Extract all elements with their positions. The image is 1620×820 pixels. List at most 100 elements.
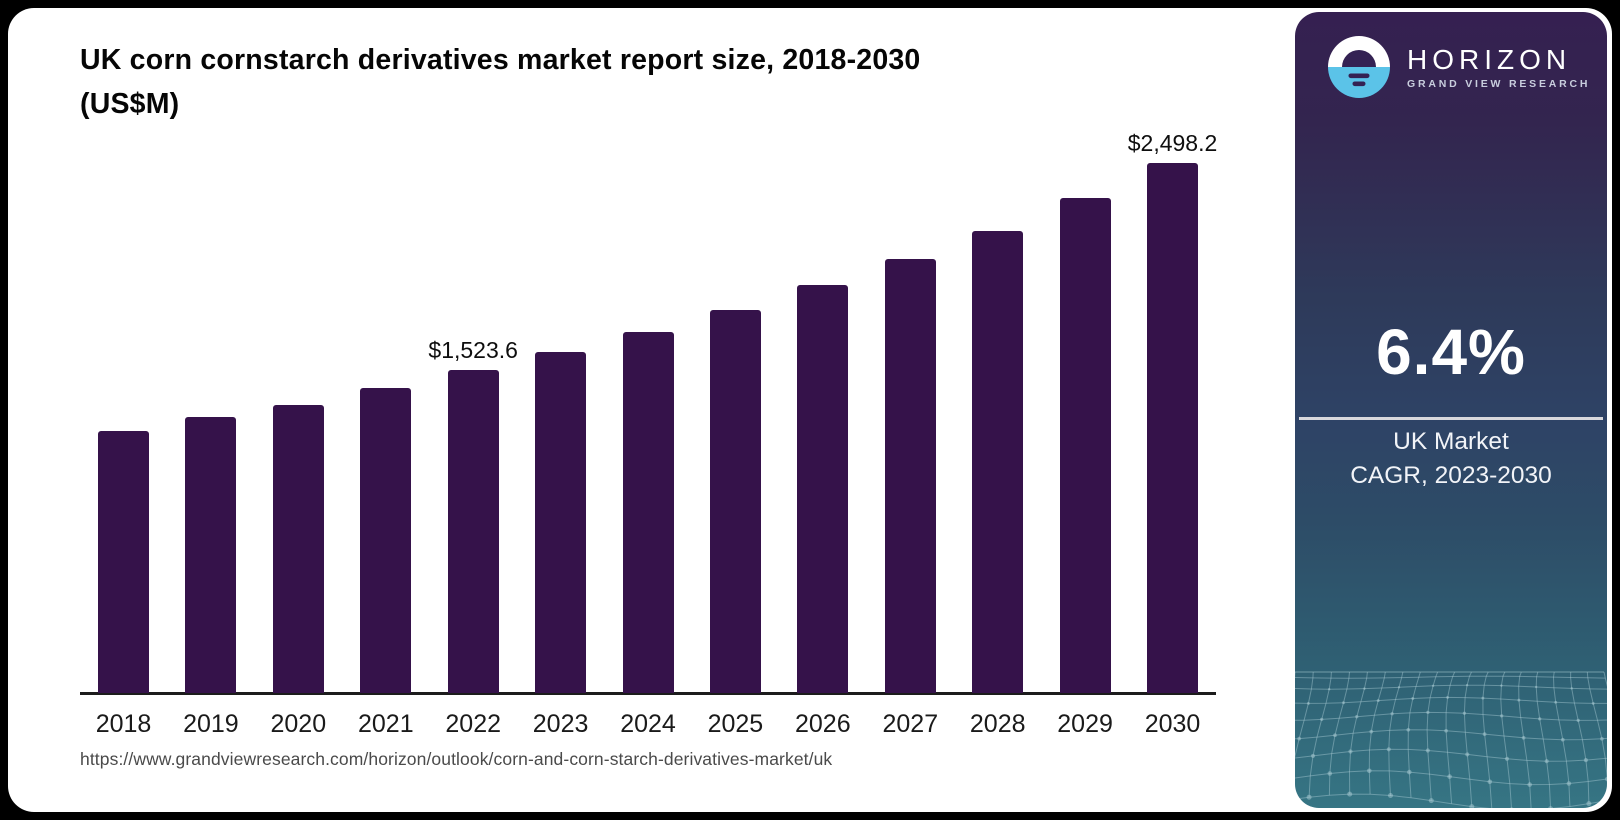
mesh-dot (1517, 698, 1521, 702)
mesh-dot (1591, 701, 1595, 705)
x-axis-line (80, 692, 1216, 695)
mesh-dot (1425, 748, 1430, 753)
cagr-label-line2: CAGR, 2023-2030 (1350, 462, 1552, 489)
bar-2023 (535, 351, 587, 693)
mesh-dot (1583, 758, 1588, 763)
x-tick-label-2029: 2029 (1057, 710, 1113, 738)
mesh-line (1368, 671, 1386, 795)
mesh-dot (1521, 735, 1526, 740)
mesh-dot (1554, 700, 1558, 704)
chart-card: UK corn cornstarch derivatives market re… (8, 8, 1612, 812)
mesh-dot (1576, 718, 1580, 723)
x-tick-label-2026: 2026 (794, 710, 851, 738)
x-tick-label-2022: 2022 (445, 710, 502, 738)
bar-2022 (447, 369, 499, 693)
mesh-dot (1355, 715, 1359, 719)
mesh-line (1603, 671, 1607, 687)
mesh-dot (1310, 753, 1316, 758)
mesh-dot (1386, 747, 1391, 752)
mesh-dot (1487, 779, 1493, 785)
mesh-dot (1444, 728, 1448, 733)
x-tick-label-2030: 2030 (1144, 710, 1201, 738)
mesh-dot (1570, 687, 1573, 690)
chart-title-line2: (US$M) (80, 88, 180, 120)
mesh-dot (1428, 798, 1434, 804)
mesh-dot (1406, 727, 1411, 732)
mesh-dot (1465, 752, 1470, 757)
mesh-line (1552, 671, 1571, 807)
x-tick-label-2021: 2021 (357, 710, 414, 738)
mesh-dot (1342, 701, 1345, 705)
x-tick-label-2025: 2025 (707, 710, 764, 738)
x-tick-label-2020: 2020 (270, 710, 327, 738)
mesh-dot (1509, 807, 1514, 808)
mesh-line (1426, 671, 1439, 801)
mesh-dot (1566, 781, 1572, 786)
wireframe-mesh-decoration (1295, 671, 1607, 808)
mesh-line (1535, 671, 1552, 808)
mesh-line (1295, 748, 1607, 762)
mesh-dot (1586, 801, 1592, 807)
mesh-line (1388, 671, 1404, 796)
mesh-dot (1481, 696, 1485, 700)
mesh-dot (1376, 699, 1380, 703)
mesh-dot (1431, 684, 1435, 688)
mesh-dot (1462, 711, 1467, 715)
bar-2028 (972, 230, 1024, 693)
mesh-dot (1426, 710, 1430, 715)
mesh-dot (1327, 687, 1331, 691)
mesh-dot (1306, 701, 1310, 705)
mesh-line (1295, 684, 1607, 690)
mesh-dot (1544, 759, 1549, 764)
mesh-dot (1297, 736, 1302, 741)
mesh-line (1295, 671, 1314, 759)
mesh-dot (1397, 686, 1401, 689)
data-label-2030: $2,498.2 (1127, 130, 1218, 156)
cagr-label: UK Market CAGR, 2023-2030 (1295, 425, 1607, 493)
cagr-label-line1: UK Market (1393, 428, 1509, 455)
mesh-dot (1605, 776, 1607, 782)
mesh-dot (1500, 684, 1503, 687)
mesh-dot (1500, 714, 1504, 718)
mesh-dot (1363, 687, 1366, 690)
bar-2030 (1147, 163, 1198, 693)
bar-2029 (1059, 197, 1111, 693)
mesh-line (1407, 671, 1421, 798)
mesh-dot (1560, 737, 1565, 742)
mesh-line (1463, 671, 1473, 807)
mesh-line (1295, 696, 1607, 704)
horizon-sunset-icon (1328, 36, 1390, 98)
mesh-dot (1527, 782, 1532, 787)
mesh-dot (1447, 774, 1452, 779)
mesh-line (1295, 793, 1607, 808)
mesh-line (1328, 671, 1350, 796)
x-tick-label-2018: 2018 (95, 710, 152, 738)
bar-2027 (884, 258, 936, 693)
mesh-line (1570, 671, 1590, 804)
mesh-line (1308, 671, 1332, 798)
horizon-logo: HORIZON GRAND VIEW RESEARCH (1328, 36, 1590, 98)
x-tick-label-2027: 2027 (882, 710, 939, 738)
bar-2026 (797, 285, 849, 693)
mesh-dot (1327, 771, 1333, 776)
bar-2020 (272, 405, 324, 693)
bar-2021 (360, 388, 412, 693)
mesh-dot (1469, 804, 1475, 808)
mesh-dot (1600, 736, 1604, 741)
brand-subtitle: GRAND VIEW RESEARCH (1407, 77, 1591, 90)
mesh-line (1295, 711, 1607, 721)
mesh-dot (1348, 749, 1353, 754)
mesh-dot (1306, 794, 1312, 800)
mesh-dot (1320, 717, 1324, 722)
mesh-dot (1411, 697, 1415, 700)
stat-divider-line (1299, 417, 1603, 420)
mesh-dot (1407, 769, 1412, 775)
mesh-dot (1367, 768, 1372, 774)
bar-2025 (709, 310, 761, 693)
mesh-dot (1388, 793, 1393, 798)
chart-title-line1: UK corn cornstarch derivatives market re… (80, 44, 921, 76)
bar-2018 (98, 431, 149, 693)
mesh-dot (1548, 806, 1554, 808)
source-url-text: https://www.grandviewresearch.com/horizo… (80, 749, 833, 769)
mesh-line (1482, 671, 1493, 808)
